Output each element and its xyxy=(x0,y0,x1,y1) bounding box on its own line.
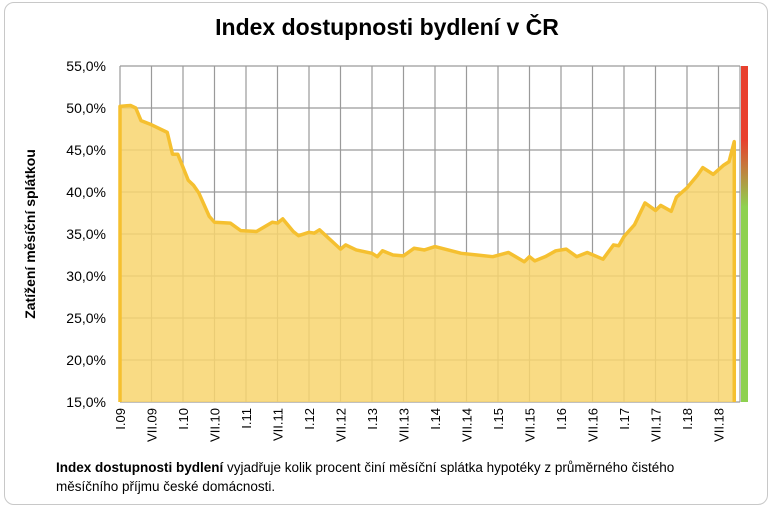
y-tick-label: 45,0% xyxy=(66,142,106,158)
x-tick-label: VII.14 xyxy=(460,408,475,442)
x-tick-label: VII.15 xyxy=(523,408,538,442)
y-tick-label: 20,0% xyxy=(66,352,106,368)
x-tick-label: VII.17 xyxy=(649,408,664,442)
area-fill xyxy=(120,105,735,402)
x-tick-label: VII.13 xyxy=(397,408,412,442)
x-tick-label: I.10 xyxy=(176,408,191,430)
x-tick-label: I.09 xyxy=(113,408,128,430)
x-tick-label: VII.10 xyxy=(208,408,223,442)
color-scale-bar xyxy=(741,66,748,402)
y-tick-label: 55,0% xyxy=(66,58,106,74)
x-tick-label: VII.16 xyxy=(586,408,601,442)
caption-text: vyjadřuje kolik procent činí měsíční spl… xyxy=(56,460,675,494)
y-tick-label: 40,0% xyxy=(66,184,106,200)
x-tick-label: VII.18 xyxy=(712,408,727,442)
x-tick-label: I.16 xyxy=(554,408,569,430)
y-tick-label: 35,0% xyxy=(66,226,106,242)
x-tick-label: I.11 xyxy=(239,408,254,429)
x-tick-label: I.13 xyxy=(365,408,380,430)
y-tick-label: 15,0% xyxy=(66,394,106,410)
x-tick-label: I.12 xyxy=(302,408,317,430)
chart-frame xyxy=(4,2,768,505)
y-tick-label: 25,0% xyxy=(66,310,106,326)
x-tick-label: I.15 xyxy=(491,408,506,430)
caption-bold: Index dostupnosti bydlení xyxy=(56,460,224,475)
y-tick-label: 30,0% xyxy=(66,268,106,284)
y-tick-label: 50,0% xyxy=(66,100,106,116)
series-line xyxy=(118,103,736,402)
chart-title: Index dostupnosti bydlení v ČR xyxy=(215,14,559,40)
x-tick-label: VII.11 xyxy=(271,408,286,441)
caption: Index dostupnosti bydlení vyjadřuje koli… xyxy=(56,458,736,496)
x-tick-label: VII.12 xyxy=(334,408,349,442)
x-tick-label: I.17 xyxy=(617,408,632,430)
x-tick-label: I.18 xyxy=(680,408,695,430)
x-tick-label: I.14 xyxy=(428,408,443,430)
x-tick-label: VII.09 xyxy=(145,408,160,442)
